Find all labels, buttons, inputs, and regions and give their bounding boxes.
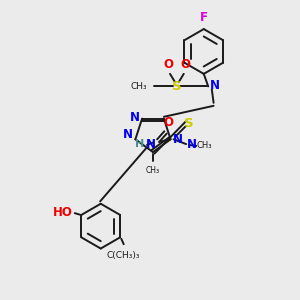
Text: N: N	[130, 111, 140, 124]
Text: HO: HO	[53, 206, 73, 219]
Text: N: N	[187, 138, 197, 151]
Text: CH₃: CH₃	[146, 166, 160, 175]
Text: CH₃: CH₃	[197, 141, 212, 150]
Text: N: N	[210, 79, 220, 92]
Text: S: S	[172, 80, 182, 93]
Text: H: H	[135, 139, 144, 149]
Text: S: S	[184, 117, 194, 130]
Text: N: N	[123, 128, 133, 141]
Text: N: N	[173, 133, 183, 146]
Text: O: O	[164, 116, 173, 129]
Text: O: O	[180, 58, 190, 71]
Text: CH₃: CH₃	[131, 82, 148, 91]
Text: O: O	[164, 58, 173, 71]
Text: C(CH₃)₃: C(CH₃)₃	[107, 251, 140, 260]
Text: F: F	[200, 11, 208, 24]
Text: N: N	[146, 138, 156, 152]
